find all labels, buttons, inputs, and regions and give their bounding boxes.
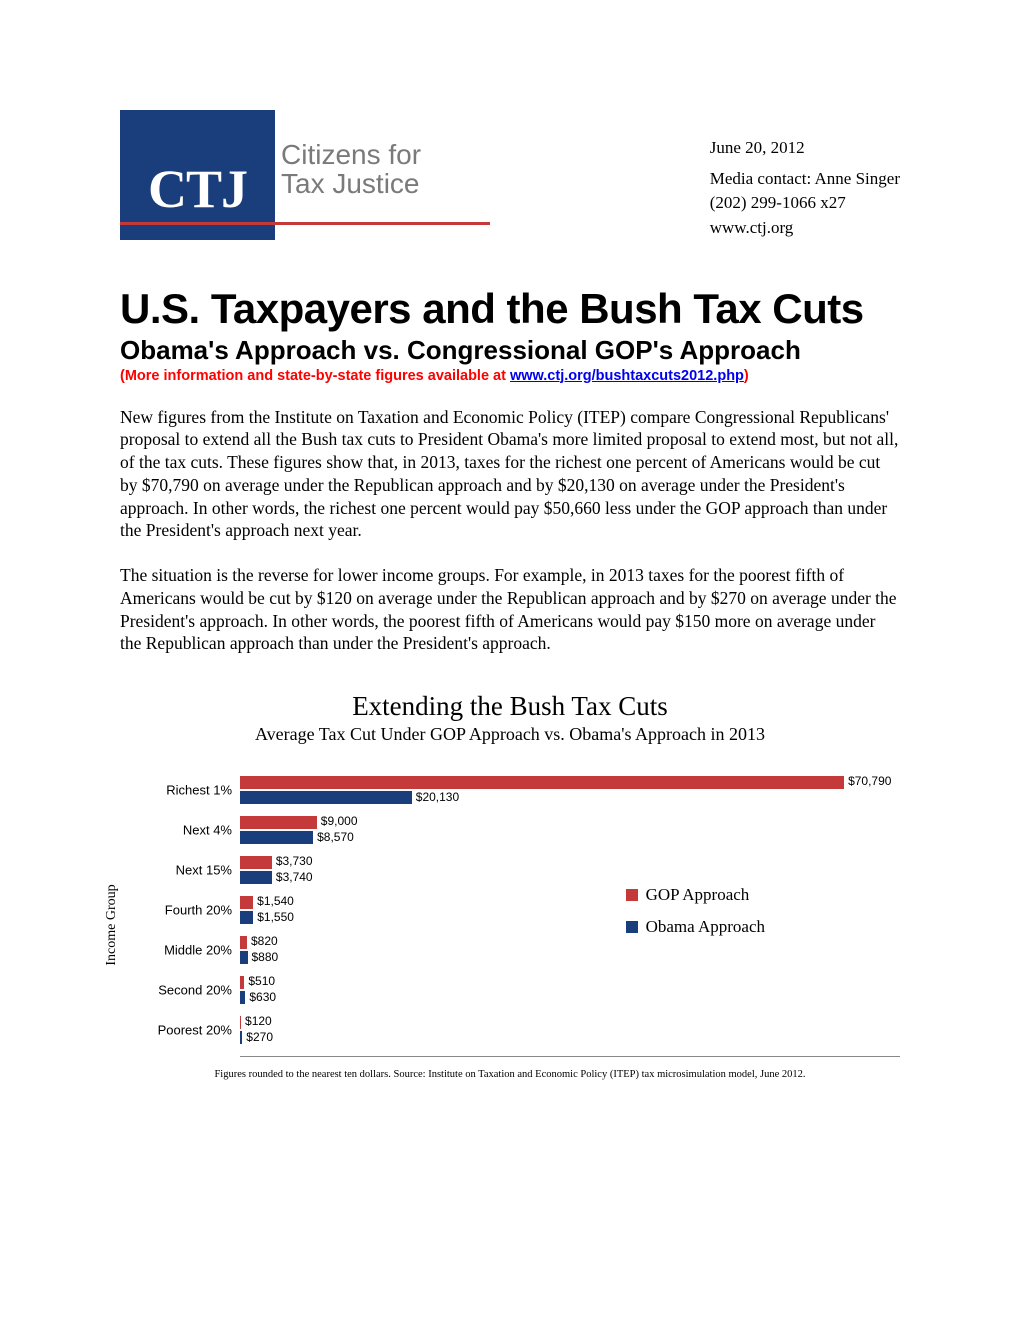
value-label-obama: $630 bbox=[249, 990, 276, 1004]
value-label-gop: $820 bbox=[251, 934, 278, 948]
value-label-obama: $270 bbox=[246, 1030, 273, 1044]
category-label: Fourth 20% bbox=[165, 903, 240, 918]
chart-area: Income Group Richest 1%$70,790$20,130Nex… bbox=[120, 767, 900, 1061]
page-subtitle: Obama's Approach vs. Congressional GOP's… bbox=[120, 335, 900, 366]
category-label: Middle 20% bbox=[164, 943, 240, 958]
bar-group: Next 4%$9,000$8,570 bbox=[240, 813, 900, 847]
date: June 20, 2012 bbox=[710, 136, 900, 161]
legend-obama: Obama Approach bbox=[626, 917, 765, 937]
contact-phone: (202) 299-1066 x27 bbox=[710, 191, 900, 216]
legend-square-obama bbox=[626, 921, 638, 933]
value-label-obama: $880 bbox=[252, 950, 279, 964]
bar-obama bbox=[240, 951, 248, 964]
bar-gop bbox=[240, 816, 317, 829]
value-label-gop: $70,790 bbox=[848, 774, 891, 788]
value-label-gop: $9,000 bbox=[321, 814, 358, 828]
more-info-prefix: (More information and state-by-state fig… bbox=[120, 368, 510, 384]
bar-group: Richest 1%$70,790$20,130 bbox=[240, 773, 900, 807]
chart-footnote: Figures rounded to the nearest ten dolla… bbox=[120, 1069, 900, 1080]
contact-name: Media contact: Anne Singer bbox=[710, 167, 900, 192]
value-label-gop: $1,540 bbox=[257, 894, 294, 908]
value-label-obama: $8,570 bbox=[317, 830, 354, 844]
more-info-suffix: ) bbox=[744, 368, 749, 384]
value-label-obama: $20,130 bbox=[416, 790, 459, 804]
value-label-gop: $3,730 bbox=[276, 854, 313, 868]
bar-group: Second 20%$510$630 bbox=[240, 973, 900, 1007]
logo-org-name: Citizens for Tax Justice bbox=[281, 140, 491, 199]
bar-group: Next 15%$3,730$3,740 bbox=[240, 853, 900, 887]
bar-group: Fourth 20%$1,540$1,550 bbox=[240, 893, 900, 927]
bar-group: Poorest 20%$120$270 bbox=[240, 1013, 900, 1047]
bar-gop bbox=[240, 936, 247, 949]
contact-url: www.ctj.org bbox=[710, 216, 900, 241]
bar-gop bbox=[240, 856, 272, 869]
value-label-gop: $120 bbox=[245, 1014, 272, 1028]
header: CTJ Citizens for Tax Justice June 20, 20… bbox=[120, 110, 900, 241]
bar-obama bbox=[240, 911, 253, 924]
logo-line2: Tax Justice bbox=[281, 169, 491, 198]
contact-block: June 20, 2012 Media contact: Anne Singer… bbox=[710, 136, 900, 241]
bar-gop bbox=[240, 776, 844, 789]
logo-line1: Citizens for bbox=[281, 140, 491, 169]
category-label: Poorest 20% bbox=[158, 1023, 240, 1038]
bar-obama bbox=[240, 991, 245, 1004]
bar-gop bbox=[240, 1016, 241, 1029]
legend-gop: GOP Approach bbox=[626, 885, 765, 905]
value-label-obama: $3,740 bbox=[276, 870, 313, 884]
value-label-gop: $510 bbox=[248, 974, 275, 988]
legend-gop-label: GOP Approach bbox=[646, 885, 750, 905]
more-info-line: (More information and state-by-state fig… bbox=[120, 368, 900, 384]
chart-section: Extending the Bush Tax Cuts Average Tax … bbox=[120, 691, 900, 1080]
more-info-link[interactable]: www.ctj.org/bushtaxcuts2012.php bbox=[510, 368, 744, 384]
logo-abbrev: CTJ bbox=[148, 162, 247, 216]
logo-underline bbox=[120, 222, 490, 225]
category-label: Next 15% bbox=[176, 863, 240, 878]
value-label-obama: $1,550 bbox=[257, 910, 294, 924]
bar-obama bbox=[240, 1031, 242, 1044]
bar-group: Middle 20%$820$880 bbox=[240, 933, 900, 967]
category-label: Second 20% bbox=[158, 983, 240, 998]
logo-block: CTJ bbox=[120, 110, 275, 240]
y-axis-label: Income Group bbox=[104, 884, 120, 965]
bar-obama bbox=[240, 791, 412, 804]
page-title: U.S. Taxpayers and the Bush Tax Cuts bbox=[120, 285, 900, 333]
legend-obama-label: Obama Approach bbox=[646, 917, 765, 937]
bar-obama bbox=[240, 871, 272, 884]
chart-title: Extending the Bush Tax Cuts bbox=[120, 691, 900, 722]
category-label: Next 4% bbox=[183, 823, 240, 838]
legend-square-gop bbox=[626, 889, 638, 901]
category-label: Richest 1% bbox=[166, 783, 240, 798]
bar-gop bbox=[240, 976, 244, 989]
chart-subtitle: Average Tax Cut Under GOP Approach vs. O… bbox=[120, 724, 900, 745]
bar-obama bbox=[240, 831, 313, 844]
bar-gop bbox=[240, 896, 253, 909]
legend: GOP Approach Obama Approach bbox=[626, 885, 765, 949]
bars-zone: Richest 1%$70,790$20,130Next 4%$9,000$8,… bbox=[240, 767, 900, 1057]
paragraph-2: The situation is the reverse for lower i… bbox=[120, 564, 900, 655]
paragraph-1: New figures from the Institute on Taxati… bbox=[120, 406, 900, 543]
